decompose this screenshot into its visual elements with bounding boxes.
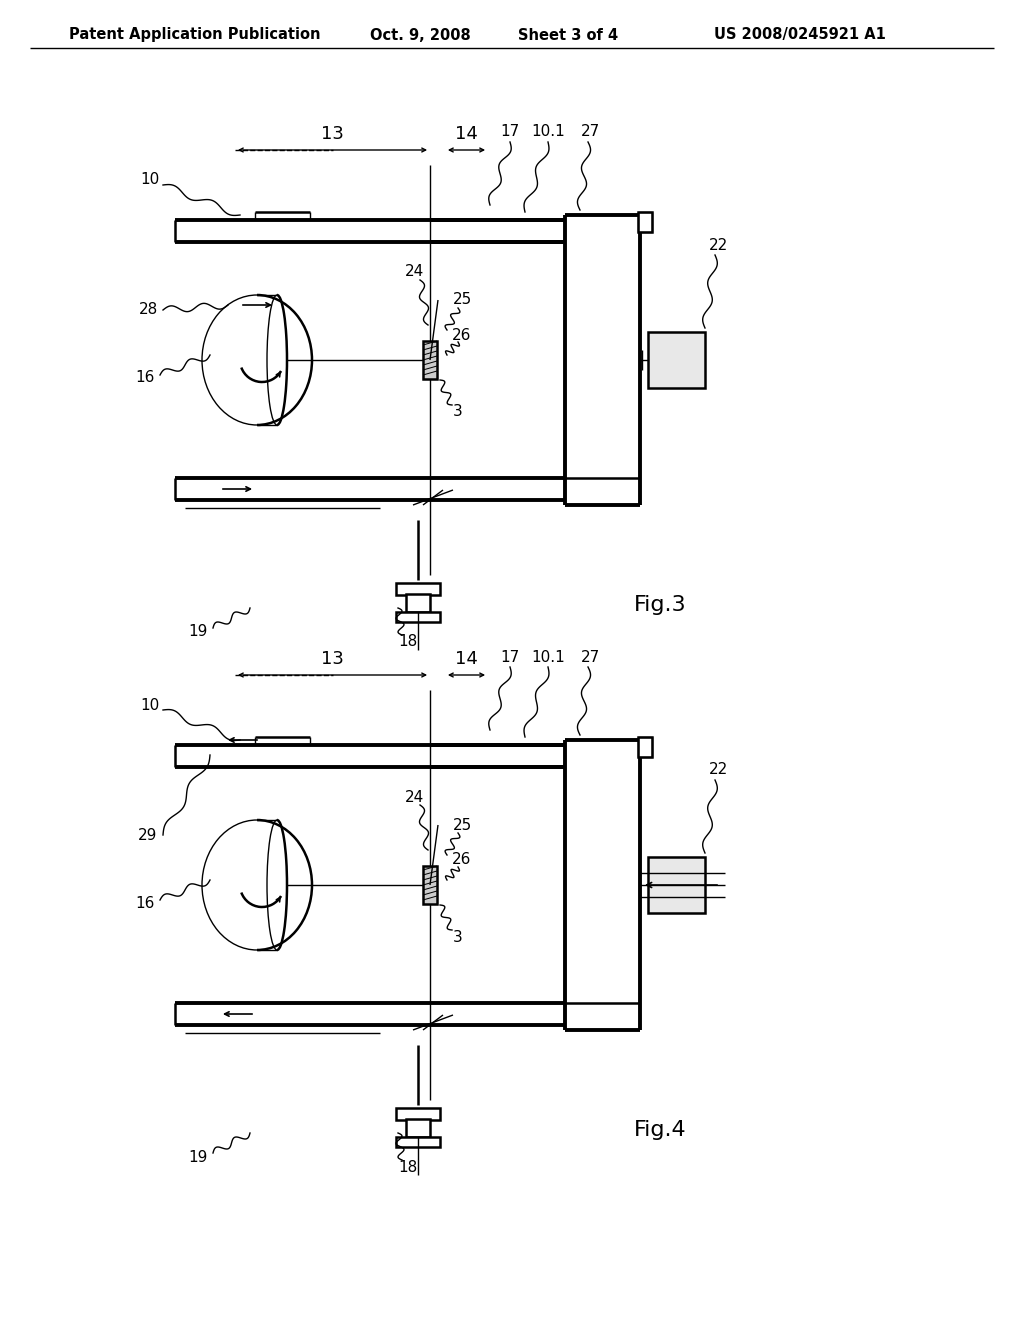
Text: 17: 17	[501, 649, 519, 664]
Text: 19: 19	[188, 624, 208, 639]
Text: Sheet 3 of 4: Sheet 3 of 4	[518, 28, 618, 42]
Text: 13: 13	[321, 125, 343, 143]
Bar	[638, 213, 652, 232]
Text: 13: 13	[321, 649, 343, 668]
Text: 22: 22	[709, 763, 728, 777]
Text: 27: 27	[581, 124, 600, 140]
Bar	[406, 1119, 430, 1137]
Text: Fig.4: Fig.4	[634, 1119, 686, 1140]
Text: Fig.3: Fig.3	[634, 595, 686, 615]
Text: Patent Application Publication: Patent Application Publication	[70, 28, 321, 42]
Bar	[396, 1137, 440, 1147]
Text: 3: 3	[454, 404, 463, 420]
Text: 24: 24	[406, 789, 425, 804]
Text: 26: 26	[453, 853, 472, 867]
Text: 17: 17	[501, 124, 519, 140]
Text: 18: 18	[398, 635, 418, 649]
Text: 19: 19	[188, 1150, 208, 1164]
Text: 29: 29	[138, 828, 158, 842]
Text: 10: 10	[140, 173, 160, 187]
Bar	[396, 612, 440, 622]
Text: 28: 28	[138, 302, 158, 318]
Bar	[396, 583, 440, 595]
Text: US 2008/0245921 A1: US 2008/0245921 A1	[714, 28, 886, 42]
Text: 10.1: 10.1	[531, 649, 565, 664]
Text: 14: 14	[455, 649, 477, 668]
Text: 18: 18	[398, 1159, 418, 1175]
Bar	[423, 866, 437, 904]
Bar	[648, 857, 705, 913]
Bar	[638, 213, 652, 232]
Text: 27: 27	[581, 649, 600, 664]
Bar	[406, 594, 430, 612]
Text: 26: 26	[453, 327, 472, 342]
Text: 3: 3	[454, 929, 463, 945]
Bar	[423, 341, 437, 379]
Text: 25: 25	[453, 293, 472, 308]
Text: 10: 10	[140, 697, 160, 713]
Text: 14: 14	[455, 125, 477, 143]
Bar	[648, 333, 705, 388]
Bar	[638, 737, 652, 756]
Text: 16: 16	[135, 895, 155, 911]
Text: Oct. 9, 2008: Oct. 9, 2008	[370, 28, 470, 42]
Bar	[396, 1107, 440, 1119]
Text: 10.1: 10.1	[531, 124, 565, 140]
Text: 16: 16	[135, 371, 155, 385]
Text: 24: 24	[406, 264, 425, 280]
Text: 22: 22	[709, 238, 728, 252]
Bar	[638, 737, 652, 756]
Text: 25: 25	[453, 817, 472, 833]
